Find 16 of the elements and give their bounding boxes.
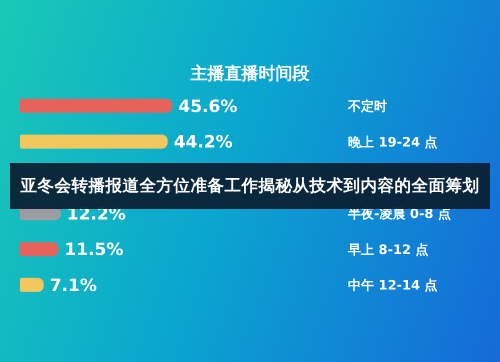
bar — [20, 242, 58, 256]
data-label: 12.2% — [66, 204, 126, 224]
data-label: 45.6% — [178, 96, 238, 117]
data-label: 7.1% — [50, 276, 97, 296]
data-label: 44.2% — [174, 132, 233, 153]
y-tick-label: 中午 12-14 点 — [348, 278, 438, 294]
bar — [20, 134, 168, 149]
annotation: 亚冬会转播报道全方位准备工作揭秘从技术到内容的全面筹划 — [20, 176, 480, 195]
y-tick-label: 早上 8-12 点 — [347, 242, 429, 258]
data-label: 11.5% — [64, 240, 124, 260]
bar — [20, 98, 172, 113]
y-tick-label: 半夜-凌晨 0-8 点 — [347, 206, 451, 222]
bar — [20, 278, 44, 292]
y-tick-label: 晚上 19-24 点 — [348, 134, 438, 150]
text: 主播直播时间段 — [190, 63, 310, 85]
y-tick-label: 不定时 — [347, 98, 387, 115]
